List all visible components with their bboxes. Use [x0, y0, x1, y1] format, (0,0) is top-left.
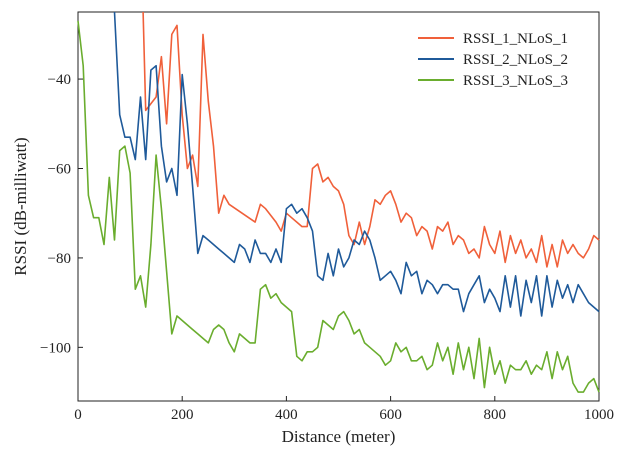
x-tick-label: 200 — [171, 407, 194, 423]
x-tick-label: 400 — [275, 407, 298, 423]
x-axis-title: Distance (meter) — [282, 427, 396, 446]
x-tick-label: 0 — [74, 407, 82, 423]
y-tick-label: −100 — [40, 340, 71, 356]
series-layer — [77, 11, 600, 393]
y-tick-label: −40 — [48, 72, 71, 88]
y-axis-title: RSSI (dB-milliwatt) — [11, 137, 30, 275]
series-line-2 — [113, 11, 600, 317]
legend-label-2: RSSI_2_NLoS_2 — [463, 52, 568, 68]
x-tick-label: 600 — [379, 407, 402, 423]
legend-label-1: RSSI_1_NLoS_1 — [463, 31, 568, 47]
legend-label-3: RSSI_3_NLoS_3 — [463, 73, 568, 89]
y-tick-label: −60 — [48, 161, 71, 177]
legend: RSSI_1_NLoS_1 RSSI_2_NLoS_2 RSSI_3_NLoS_3 — [418, 31, 568, 89]
axis-ticks: 0 200 400 600 800 1000 −100 −80 −60 −40 — [40, 72, 614, 423]
x-tick-label: 1000 — [584, 407, 614, 423]
y-tick-label: −80 — [48, 251, 71, 267]
series-line-3 — [77, 20, 600, 393]
x-tick-label: 800 — [484, 407, 507, 423]
plot-area — [77, 11, 600, 402]
series-line-1 — [142, 11, 600, 268]
